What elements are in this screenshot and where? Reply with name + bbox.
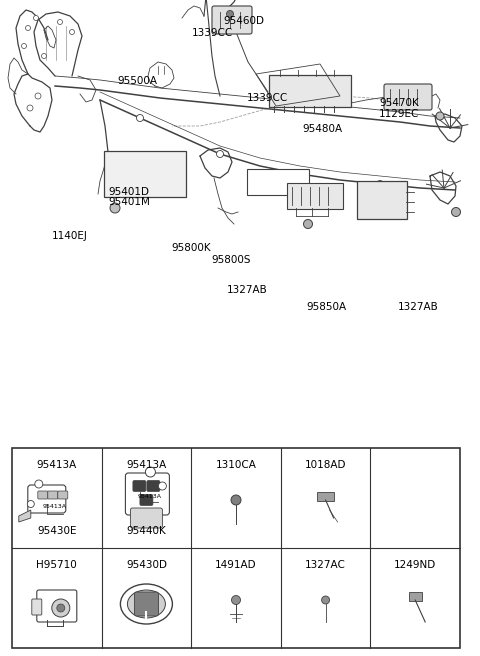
Circle shape xyxy=(52,599,70,617)
Circle shape xyxy=(452,207,460,216)
Text: 95800S: 95800S xyxy=(211,255,251,265)
Text: 1327AB: 1327AB xyxy=(397,302,438,312)
Text: 95460D: 95460D xyxy=(223,16,264,26)
Circle shape xyxy=(436,112,444,120)
Circle shape xyxy=(25,26,31,30)
Text: 1018AD: 1018AD xyxy=(305,460,347,470)
Circle shape xyxy=(376,180,384,188)
Text: 1327AC: 1327AC xyxy=(305,560,346,570)
Circle shape xyxy=(158,482,167,490)
Circle shape xyxy=(110,203,120,213)
FancyBboxPatch shape xyxy=(408,592,422,600)
FancyBboxPatch shape xyxy=(32,599,42,615)
FancyBboxPatch shape xyxy=(384,84,432,110)
FancyBboxPatch shape xyxy=(147,480,160,491)
Circle shape xyxy=(22,43,26,49)
Text: 1310CA: 1310CA xyxy=(216,460,256,470)
Circle shape xyxy=(35,480,43,488)
Circle shape xyxy=(227,10,233,18)
FancyBboxPatch shape xyxy=(247,169,309,195)
Circle shape xyxy=(70,30,74,35)
FancyBboxPatch shape xyxy=(131,508,162,528)
Text: H95710: H95710 xyxy=(36,560,77,570)
Text: 95430D: 95430D xyxy=(126,560,167,570)
Text: 95413A: 95413A xyxy=(126,460,167,470)
Ellipse shape xyxy=(120,584,172,624)
Text: 1327AB: 1327AB xyxy=(227,285,267,295)
FancyBboxPatch shape xyxy=(140,495,153,506)
Circle shape xyxy=(136,115,144,121)
Circle shape xyxy=(35,93,41,99)
FancyBboxPatch shape xyxy=(212,6,252,34)
Circle shape xyxy=(41,54,47,58)
Circle shape xyxy=(27,501,34,508)
FancyBboxPatch shape xyxy=(38,491,48,499)
Text: 95401M: 95401M xyxy=(108,197,150,207)
Circle shape xyxy=(216,150,224,157)
Text: 95413A: 95413A xyxy=(137,495,161,499)
Ellipse shape xyxy=(127,590,166,618)
Circle shape xyxy=(34,16,38,20)
FancyBboxPatch shape xyxy=(104,151,186,197)
Text: 1140EJ: 1140EJ xyxy=(52,232,88,241)
FancyBboxPatch shape xyxy=(287,183,343,209)
Text: 95480A: 95480A xyxy=(302,124,343,134)
Text: 1491AD: 1491AD xyxy=(215,560,257,570)
Text: 95401D: 95401D xyxy=(108,187,149,197)
Polygon shape xyxy=(19,510,31,522)
FancyBboxPatch shape xyxy=(28,485,66,513)
FancyBboxPatch shape xyxy=(125,473,169,515)
Circle shape xyxy=(303,220,312,228)
Text: 95440K: 95440K xyxy=(127,526,166,536)
Text: 1249ND: 1249ND xyxy=(394,560,436,570)
FancyBboxPatch shape xyxy=(48,491,58,499)
Text: 95413A: 95413A xyxy=(36,460,77,470)
Circle shape xyxy=(297,171,303,178)
Circle shape xyxy=(231,495,241,505)
Text: 1129EC: 1129EC xyxy=(379,110,420,119)
FancyBboxPatch shape xyxy=(317,491,334,501)
Circle shape xyxy=(57,604,65,612)
Text: 95800K: 95800K xyxy=(172,243,212,253)
Circle shape xyxy=(231,596,240,604)
Text: 1339CC: 1339CC xyxy=(247,93,288,103)
Circle shape xyxy=(145,467,156,477)
FancyBboxPatch shape xyxy=(357,181,407,219)
Text: 95500A: 95500A xyxy=(118,76,157,86)
Text: 95413A: 95413A xyxy=(43,504,67,508)
Text: 95850A: 95850A xyxy=(306,302,347,312)
FancyBboxPatch shape xyxy=(133,480,146,491)
Text: 1339CC: 1339CC xyxy=(192,28,233,38)
FancyBboxPatch shape xyxy=(58,491,68,499)
FancyBboxPatch shape xyxy=(134,592,158,616)
FancyBboxPatch shape xyxy=(269,75,351,107)
Circle shape xyxy=(322,596,330,604)
Bar xyxy=(12,448,460,648)
Text: 95430E: 95430E xyxy=(37,526,76,536)
Text: 95470K: 95470K xyxy=(379,98,419,108)
FancyBboxPatch shape xyxy=(37,590,77,622)
Circle shape xyxy=(27,105,33,111)
Circle shape xyxy=(58,20,62,24)
